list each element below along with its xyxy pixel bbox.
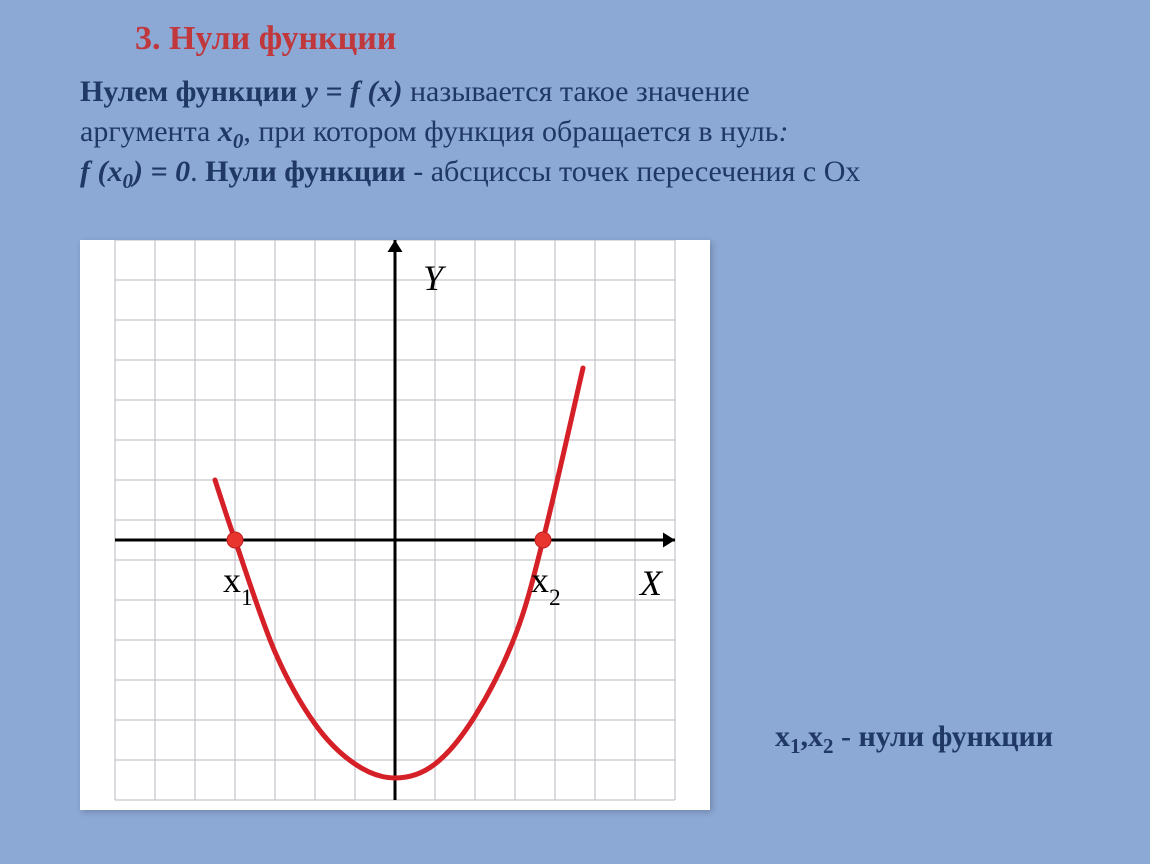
chart-container: Y Xx1 x2 xyxy=(80,240,710,810)
body-line: аргумента x0, при котором функция обраща… xyxy=(80,115,788,154)
slide: 3. Нули функции Нулем функции y = f (x) … xyxy=(0,0,1150,864)
body-line: Нулем функции y = f (x) называется такое… xyxy=(80,75,750,109)
svg-text:x1: x1 xyxy=(223,560,253,611)
function-chart: Y Xx1 x2 xyxy=(80,240,710,810)
svg-text:x2: x2 xyxy=(531,560,561,611)
slide-title: 3. Нули функции xyxy=(135,20,396,58)
footer-note: x1,x2 - нули функции xyxy=(775,720,1053,759)
body-line: f (x0) = 0. Нули функции - абсциссы точе… xyxy=(80,155,860,194)
svg-text:Y: Y xyxy=(423,258,447,298)
svg-text:X: X xyxy=(638,563,664,603)
